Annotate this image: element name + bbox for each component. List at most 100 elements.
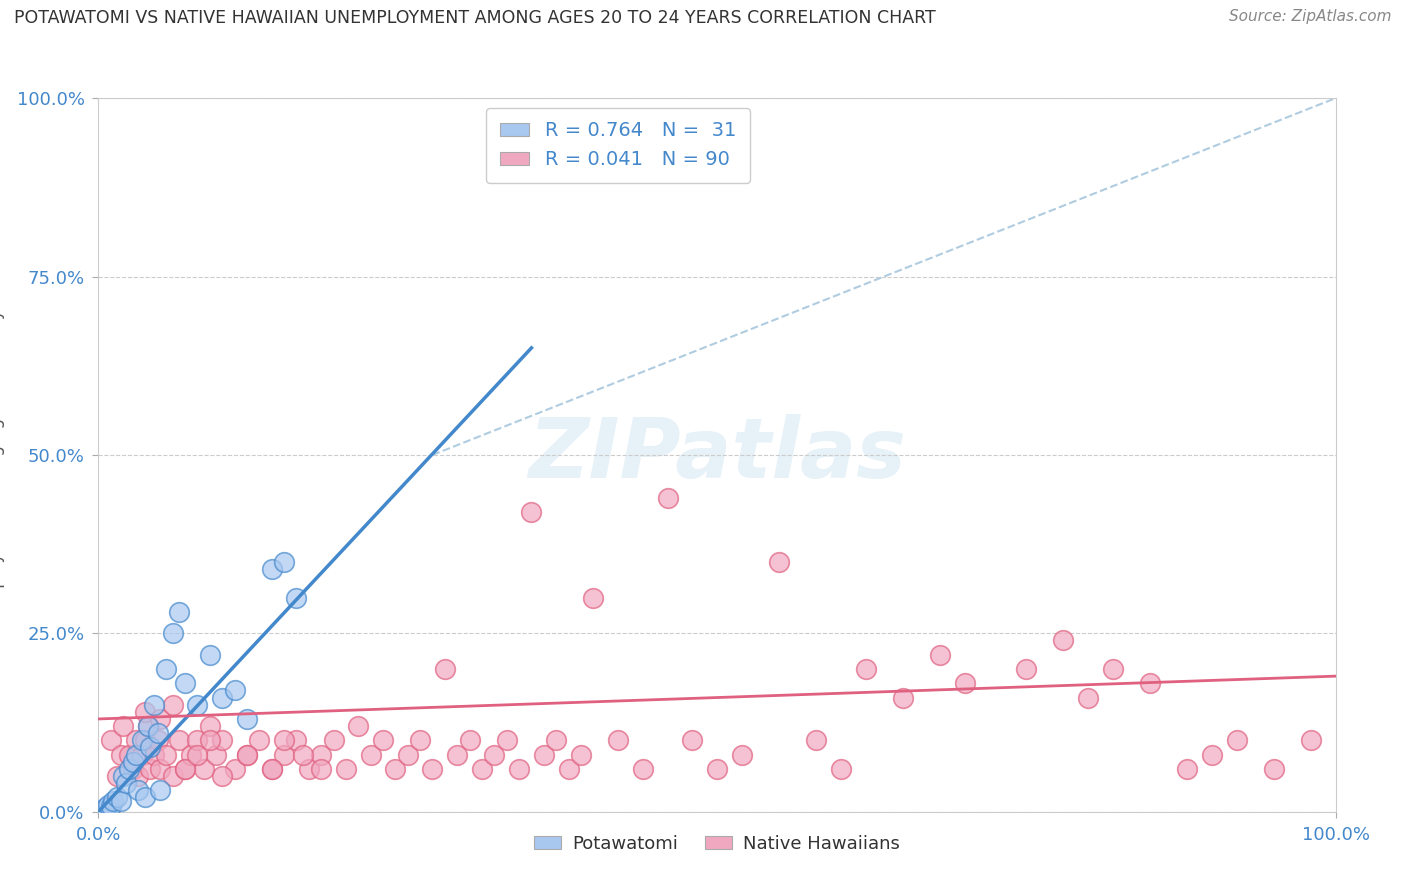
Point	[1052, 633, 1074, 648]
Point	[1015, 662, 1038, 676]
Point	[1201, 747, 1223, 762]
Point	[174, 762, 197, 776]
Point	[186, 747, 208, 762]
Point	[134, 733, 156, 747]
Point	[149, 762, 172, 776]
Point	[520, 505, 543, 519]
Point	[322, 733, 344, 747]
Point	[100, 799, 122, 814]
Point	[1139, 676, 1161, 690]
Point	[131, 747, 153, 762]
Point	[433, 662, 456, 676]
Point	[484, 747, 506, 762]
Point	[224, 683, 246, 698]
Point	[360, 747, 382, 762]
Point	[508, 762, 530, 776]
Point	[167, 733, 190, 747]
Point	[830, 762, 852, 776]
Point	[174, 762, 197, 776]
Point	[211, 690, 233, 705]
Point	[105, 769, 128, 783]
Point	[891, 690, 914, 705]
Point	[546, 733, 568, 747]
Point	[298, 762, 321, 776]
Point	[768, 555, 790, 569]
Point	[112, 769, 135, 783]
Point	[1102, 662, 1125, 676]
Y-axis label: Unemployment Among Ages 20 to 24 years: Unemployment Among Ages 20 to 24 years	[0, 273, 6, 637]
Point	[174, 676, 197, 690]
Point	[371, 733, 394, 747]
Point	[446, 747, 468, 762]
Point	[731, 747, 754, 762]
Point	[1299, 733, 1322, 747]
Point	[533, 747, 555, 762]
Point	[495, 733, 517, 747]
Point	[146, 733, 169, 747]
Point	[155, 662, 177, 676]
Point	[127, 769, 149, 783]
Point	[211, 733, 233, 747]
Point	[149, 783, 172, 797]
Point	[236, 747, 259, 762]
Text: Source: ZipAtlas.com: Source: ZipAtlas.com	[1229, 9, 1392, 24]
Point	[291, 747, 314, 762]
Point	[681, 733, 703, 747]
Point	[273, 747, 295, 762]
Point	[162, 626, 184, 640]
Point	[273, 555, 295, 569]
Point	[953, 676, 976, 690]
Point	[309, 747, 332, 762]
Point	[134, 705, 156, 719]
Point	[285, 591, 308, 605]
Point	[205, 747, 228, 762]
Point	[139, 740, 162, 755]
Point	[471, 762, 494, 776]
Point	[131, 733, 153, 747]
Point	[193, 762, 215, 776]
Point	[100, 733, 122, 747]
Point	[93, 801, 115, 815]
Point	[122, 762, 145, 776]
Point	[180, 747, 202, 762]
Point	[186, 698, 208, 712]
Point	[162, 769, 184, 783]
Point	[347, 719, 370, 733]
Point	[309, 762, 332, 776]
Point	[146, 726, 169, 740]
Point	[557, 762, 579, 776]
Point	[127, 783, 149, 797]
Point	[1263, 762, 1285, 776]
Point	[118, 762, 141, 776]
Point	[1077, 690, 1099, 705]
Point	[396, 747, 419, 762]
Point	[706, 762, 728, 776]
Point	[198, 733, 221, 747]
Point	[186, 733, 208, 747]
Text: ZIPatlas: ZIPatlas	[529, 415, 905, 495]
Point	[134, 790, 156, 805]
Point	[260, 562, 283, 576]
Point	[149, 712, 172, 726]
Point	[97, 797, 120, 812]
Point	[143, 698, 166, 712]
Point	[155, 747, 177, 762]
Point	[285, 733, 308, 747]
Point	[1226, 733, 1249, 747]
Point	[162, 698, 184, 712]
Point	[139, 762, 162, 776]
Point	[236, 747, 259, 762]
Point	[105, 790, 128, 805]
Point	[247, 733, 270, 747]
Point	[260, 762, 283, 776]
Point	[198, 648, 221, 662]
Point	[631, 762, 654, 776]
Point	[260, 762, 283, 776]
Point	[114, 776, 136, 790]
Text: POTAWATOMI VS NATIVE HAWAIIAN UNEMPLOYMENT AMONG AGES 20 TO 24 YEARS CORRELATION: POTAWATOMI VS NATIVE HAWAIIAN UNEMPLOYME…	[14, 9, 936, 27]
Point	[224, 762, 246, 776]
Point	[458, 733, 481, 747]
Point	[804, 733, 827, 747]
Point	[273, 733, 295, 747]
Point	[569, 747, 592, 762]
